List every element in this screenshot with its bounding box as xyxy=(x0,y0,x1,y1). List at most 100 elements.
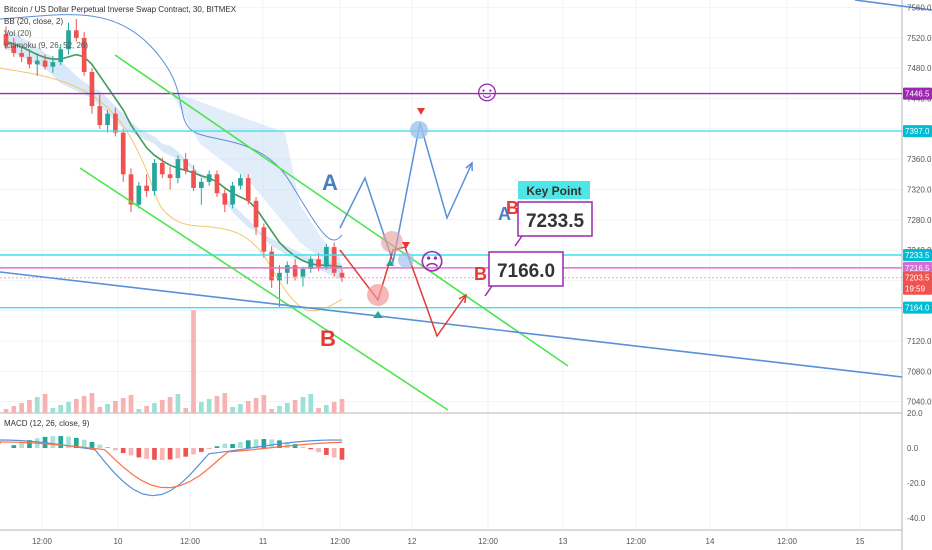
candles xyxy=(3,18,345,307)
macd-histogram-bar xyxy=(331,448,337,458)
price-tick: 7480.0 xyxy=(907,64,932,73)
price-label-bg xyxy=(903,282,932,295)
volume-bar xyxy=(11,406,17,413)
symbol-legend[interactable]: Bitcoin / US Dollar Perpetual Inverse Sw… xyxy=(4,5,237,14)
macd-histogram-bar xyxy=(206,448,212,450)
macd-histogram-bar xyxy=(269,439,275,448)
vol-legend[interactable]: Vol (20) xyxy=(4,29,32,38)
volume-bar xyxy=(253,398,259,413)
macd-histogram-bar xyxy=(136,448,142,458)
volume-bar xyxy=(199,402,204,413)
price-label: 7233.5 xyxy=(905,251,930,260)
label-a-small: A xyxy=(498,204,511,224)
volume-bar xyxy=(105,404,110,413)
candle-body xyxy=(183,159,189,171)
value-box-1-text: 7233.5 xyxy=(526,211,585,232)
price-label-bg xyxy=(903,87,932,100)
key-point-bg xyxy=(518,181,590,199)
volume-bar xyxy=(136,409,142,413)
macd-histogram-bar xyxy=(339,448,345,460)
macd-histogram-bar xyxy=(230,444,235,448)
volume-bar xyxy=(19,403,24,413)
value-box-2-text: 7166.0 xyxy=(497,261,555,282)
macd-histogram-bar xyxy=(191,448,196,455)
volume-bar xyxy=(73,399,79,413)
price-tick: 7040.0 xyxy=(907,398,932,407)
candle-body xyxy=(222,193,228,205)
pivot-circle xyxy=(381,231,403,253)
macd-histogram-bar xyxy=(238,441,243,448)
green-channel-upper xyxy=(114,54,569,367)
candle-body xyxy=(50,62,56,67)
candle-body xyxy=(58,49,64,63)
value-box-2 xyxy=(488,251,564,287)
macd-histogram-bar xyxy=(167,448,173,460)
macd-histogram-bar xyxy=(128,448,134,456)
volume-bar xyxy=(58,405,64,413)
volume-bar xyxy=(238,404,243,413)
time-tick: 12:00 xyxy=(777,537,798,546)
macd-histogram-bar xyxy=(113,448,118,451)
macd-tick: -20.0 xyxy=(907,479,926,488)
volume-bar xyxy=(175,394,181,413)
macd-histogram-bar xyxy=(175,448,181,459)
up-marker-2 xyxy=(386,259,394,266)
candle-body xyxy=(73,30,79,38)
macd-histogram-bar xyxy=(27,440,32,448)
macd-histogram-bar xyxy=(105,447,110,448)
volume-bar xyxy=(167,397,173,413)
price-label-bg xyxy=(903,261,932,274)
macd-tick: 0.0 xyxy=(907,444,919,453)
candle-body xyxy=(261,227,267,252)
volume-bar xyxy=(144,406,149,413)
volume-bar xyxy=(245,401,251,413)
volume-bar xyxy=(308,394,314,413)
macd-histogram-bar xyxy=(50,436,56,448)
time-tick: 14 xyxy=(706,537,715,546)
candle-body xyxy=(316,259,321,267)
volume-bar xyxy=(191,310,196,413)
candle-body xyxy=(206,174,212,182)
macd-tick: -40.0 xyxy=(907,514,926,523)
macd-histogram-bar xyxy=(245,440,251,448)
macd-pane xyxy=(0,436,345,497)
ichimoku-legend[interactable]: Ichimoku (9, 26, 52, 26) xyxy=(4,41,89,50)
candle-body xyxy=(136,185,142,205)
candle-body xyxy=(19,53,24,57)
volume-bar xyxy=(128,395,134,413)
price-label: 7446.5 xyxy=(905,90,930,99)
down-marker-2 xyxy=(402,242,410,249)
macd-legend[interactable]: MACD (12, 26, close, 9) xyxy=(4,419,90,428)
candle-body xyxy=(284,265,290,273)
macd-histogram-bar xyxy=(292,444,298,448)
volume-bar xyxy=(324,405,329,413)
candle-body xyxy=(339,272,345,278)
red-projection-path-head xyxy=(458,293,467,304)
trendlines xyxy=(0,0,932,411)
macd-histogram-bar xyxy=(253,439,259,448)
key-point-label: Key Point xyxy=(526,184,581,198)
macd-histogram-bar xyxy=(199,448,204,452)
label-a-main: A xyxy=(322,170,338,195)
time-tick: 10 xyxy=(114,537,123,546)
macd-histogram-bar xyxy=(97,444,103,448)
time-tick: 12 xyxy=(408,537,417,546)
blue-projection-path-head xyxy=(465,161,473,172)
volume-bar xyxy=(277,406,282,413)
candle-body xyxy=(3,34,9,46)
blue-projection-path xyxy=(339,122,473,265)
candle-body xyxy=(120,132,126,175)
volume-bar xyxy=(120,398,126,413)
macd-histogram-bar xyxy=(214,446,220,448)
volume-bar xyxy=(222,393,228,413)
label-b-small: B xyxy=(506,198,519,218)
label-b-mid: B xyxy=(474,264,487,284)
price-label: 19:59 xyxy=(905,285,926,294)
horizontal-levels xyxy=(0,92,902,309)
bb-legend[interactable]: BB (20, close, 2) xyxy=(4,17,64,26)
price-tick: 7320.0 xyxy=(907,185,932,194)
volume-bar xyxy=(214,396,220,413)
volume-bar xyxy=(331,402,337,413)
